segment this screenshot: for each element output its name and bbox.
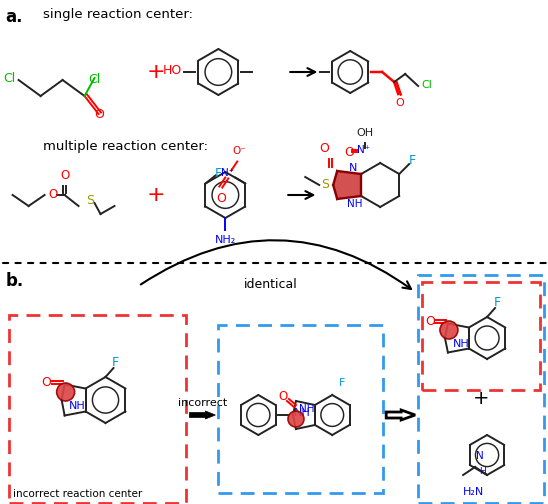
Text: O: O (425, 315, 435, 328)
Text: Cl: Cl (88, 73, 101, 86)
Text: NH: NH (453, 339, 469, 349)
Text: NH: NH (294, 408, 311, 418)
Text: b.: b. (5, 272, 24, 290)
Text: O: O (60, 169, 69, 182)
Text: Cl: Cl (3, 72, 15, 85)
Circle shape (288, 411, 304, 427)
Text: S: S (87, 194, 94, 207)
Text: O: O (319, 142, 329, 155)
Text: F: F (494, 296, 501, 309)
Text: F: F (215, 167, 222, 180)
Text: O: O (42, 376, 52, 389)
Text: single reaction center:: single reaction center: (43, 8, 192, 21)
Text: O: O (48, 188, 57, 202)
Text: O: O (95, 108, 105, 121)
Text: HO: HO (163, 65, 182, 78)
Text: NH: NH (347, 199, 363, 209)
Text: H: H (479, 467, 486, 475)
Text: O⁻: O⁻ (232, 147, 246, 157)
Text: S: S (321, 178, 329, 192)
Text: H₂N: H₂N (463, 487, 484, 497)
Text: N: N (349, 163, 357, 173)
Text: F: F (112, 356, 119, 369)
Text: O: O (216, 192, 226, 205)
Text: +: + (146, 62, 165, 82)
Circle shape (440, 321, 458, 339)
Text: incorrect: incorrect (178, 398, 227, 408)
Text: O: O (344, 146, 354, 158)
Text: N⁺: N⁺ (357, 145, 370, 155)
Text: +: + (146, 185, 165, 205)
Text: OH: OH (357, 128, 374, 138)
Polygon shape (333, 171, 361, 199)
Text: N⁺: N⁺ (221, 168, 234, 178)
Text: NH: NH (69, 401, 86, 411)
Text: F: F (339, 378, 345, 388)
Text: NH: NH (299, 404, 315, 414)
Text: NH₂: NH₂ (215, 235, 236, 245)
Polygon shape (190, 411, 215, 419)
Text: a.: a. (5, 8, 23, 26)
Text: incorrect reaction center: incorrect reaction center (13, 489, 142, 499)
Text: Cl: Cl (421, 80, 432, 90)
FancyBboxPatch shape (418, 275, 544, 503)
Text: +: + (473, 389, 489, 408)
FancyBboxPatch shape (9, 315, 186, 503)
Text: O: O (278, 391, 288, 404)
FancyBboxPatch shape (422, 282, 540, 390)
Text: identical: identical (243, 278, 297, 291)
Circle shape (56, 383, 75, 401)
Text: O: O (396, 98, 404, 108)
Text: N: N (476, 451, 484, 461)
FancyBboxPatch shape (218, 325, 383, 493)
Text: multiple reaction center:: multiple reaction center: (43, 140, 208, 153)
Text: F: F (409, 154, 416, 166)
Polygon shape (386, 410, 415, 420)
